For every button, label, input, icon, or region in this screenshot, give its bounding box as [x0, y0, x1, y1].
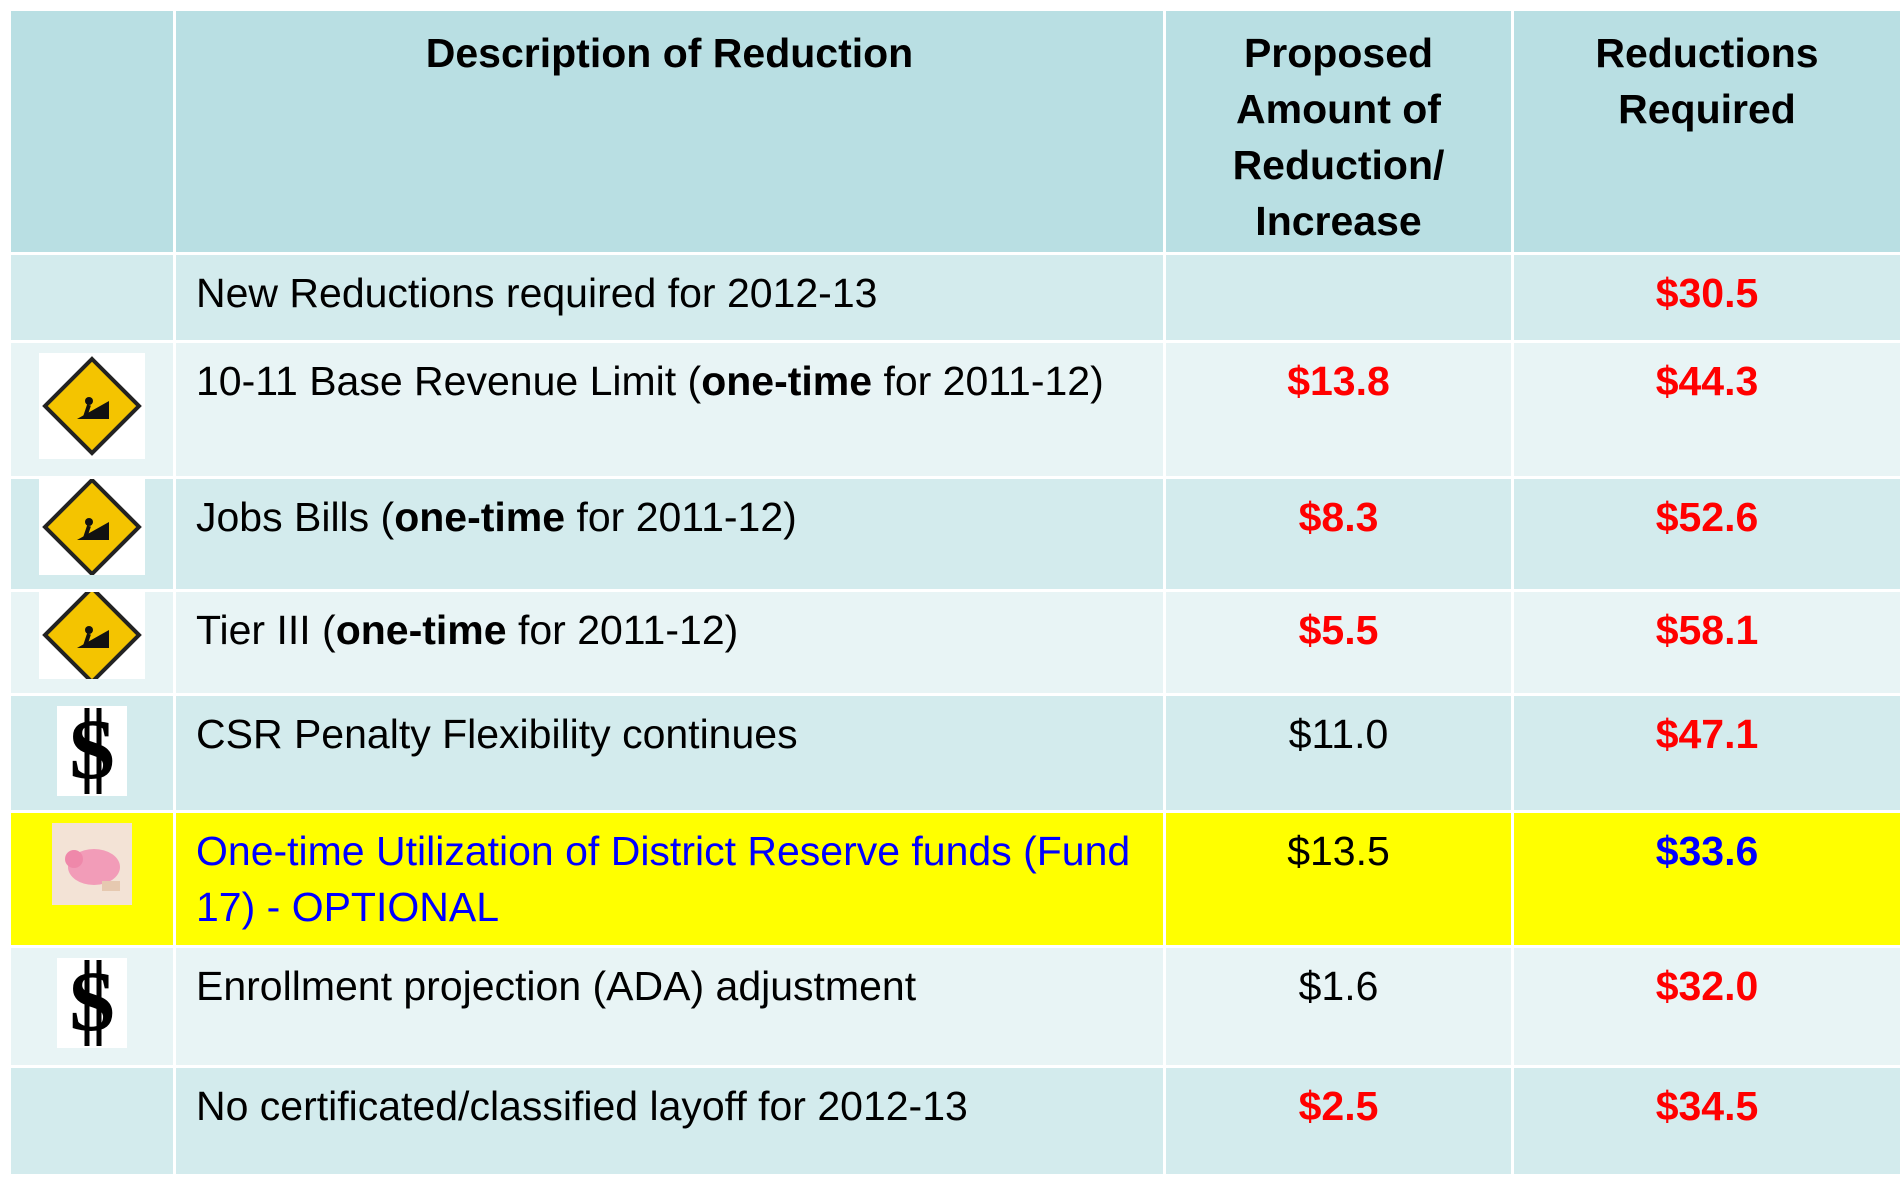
header-row: Description of Reduction Proposed Amount…	[10, 10, 1900, 254]
dollar-icon	[57, 958, 127, 1048]
icon-cell	[10, 1067, 175, 1176]
icon-cell	[10, 812, 175, 947]
required: $44.3	[1513, 342, 1900, 478]
dollar-icon	[57, 706, 127, 796]
header-cell	[10, 10, 175, 254]
required: $33.6	[1513, 812, 1900, 947]
text: for 2011-12)	[565, 494, 797, 540]
text: 10-11 Base Revenue Limit (	[196, 358, 701, 404]
header-cell: Description of Reduction	[175, 10, 1165, 254]
icon-cell	[10, 254, 175, 342]
description: 10-11 Base Revenue Limit (one-time for 2…	[175, 342, 1165, 478]
text: One-time Utilization of District Reserve…	[196, 828, 1130, 930]
text: New Reductions required for 2012-13	[196, 270, 877, 316]
icon-cell	[10, 591, 175, 695]
icon-cell	[10, 478, 175, 591]
required: $58.1	[1513, 591, 1900, 695]
text: Jobs Bills (	[196, 494, 394, 540]
warning-icon	[39, 353, 145, 459]
proposed: $8.3	[1165, 478, 1513, 591]
proposed: $2.5	[1165, 1067, 1513, 1176]
row: Tier III (one-time for 2011-12) $5.5 $58…	[10, 591, 1900, 695]
required: $34.5	[1513, 1067, 1900, 1176]
proposed: $1.6	[1165, 947, 1513, 1067]
row: 10-11 Base Revenue Limit (one-time for 2…	[10, 342, 1900, 478]
text: No certificated/classified layoff for 20…	[196, 1083, 968, 1129]
icon-cell	[10, 342, 175, 478]
description: Jobs Bills (one-time for 2011-12)	[175, 478, 1165, 591]
description: CSR Penalty Flexibility continues	[175, 695, 1165, 812]
description: Enrollment projection (ADA) adjustment	[175, 947, 1165, 1067]
header-cell: Proposed Amount of Reduction/ Increase	[1165, 10, 1513, 254]
row-highlighted: One-time Utilization of District Reserve…	[10, 812, 1900, 947]
bold-text: one-time	[701, 358, 872, 404]
description: One-time Utilization of District Reserve…	[175, 812, 1165, 947]
description: No certificated/classified layoff for 20…	[175, 1067, 1165, 1176]
description: New Reductions required for 2012-13	[175, 254, 1165, 342]
page: {"table":{"header":["Description of Redu…	[0, 0, 1900, 1140]
description: Tier III (one-time for 2011-12)	[175, 591, 1165, 695]
proposed	[1165, 254, 1513, 342]
proposed: $5.5	[1165, 591, 1513, 695]
required: $32.0	[1513, 947, 1900, 1067]
text: Tier III (	[196, 607, 336, 653]
proposed: $13.8	[1165, 342, 1513, 478]
text: for 2011-12)	[872, 358, 1104, 404]
icon-cell	[10, 947, 175, 1067]
bold-text: one-time	[336, 607, 507, 653]
text: for 2011-12)	[507, 607, 739, 653]
piggy-bank-icon	[52, 823, 132, 905]
proposed: $11.0	[1165, 695, 1513, 812]
bold-text: one-time	[394, 494, 565, 540]
warning-icon	[39, 479, 145, 575]
row: New Reductions required for 2012-13 $30.…	[10, 254, 1900, 342]
row: CSR Penalty Flexibility continues $11.0 …	[10, 695, 1900, 812]
warning-icon	[39, 592, 145, 679]
header-cell: Reductions Required	[1513, 10, 1900, 254]
required: $30.5	[1513, 254, 1900, 342]
row: No certificated/classified layoff for 20…	[10, 1067, 1900, 1176]
proposed: $13.5	[1165, 812, 1513, 947]
icon-cell	[10, 695, 175, 812]
row: Enrollment projection (ADA) adjustment $…	[10, 947, 1900, 1067]
required: $52.6	[1513, 478, 1900, 591]
reduction-table: Description of Reduction Proposed Amount…	[8, 8, 1900, 1177]
text: CSR Penalty Flexibility continues	[196, 711, 798, 757]
row: Jobs Bills (one-time for 2011-12) $8.3 $…	[10, 478, 1900, 591]
required: $47.1	[1513, 695, 1900, 812]
text: Enrollment projection (ADA) adjustment	[196, 963, 916, 1009]
